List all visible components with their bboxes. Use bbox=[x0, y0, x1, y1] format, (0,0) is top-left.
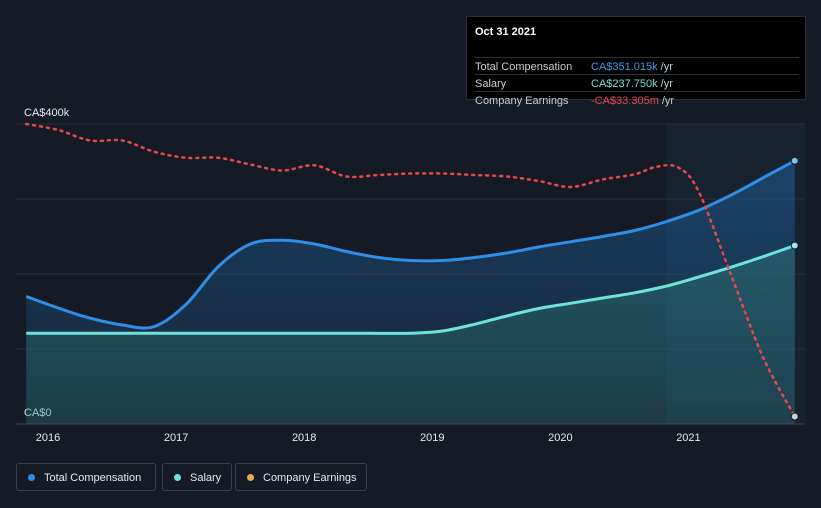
total-compensation-line bbox=[25, 159, 796, 330]
company-earnings-endpoint bbox=[790, 412, 799, 421]
x-tick-label: 2021 bbox=[676, 432, 700, 444]
legend-label: Salary bbox=[190, 472, 222, 484]
y-axis-label-max: CA$400k bbox=[24, 107, 70, 119]
tooltip-row-total-compensation: Total Compensation CA$351.015k/yr bbox=[475, 57, 799, 75]
tooltip-label: Company Earnings bbox=[475, 95, 569, 107]
legend-item-salary[interactable]: Salary bbox=[162, 463, 232, 491]
legend-item-total-compensation[interactable]: Total Compensation bbox=[16, 463, 156, 491]
salary-endpoint bbox=[790, 241, 799, 250]
tooltip-label: Salary bbox=[475, 78, 507, 90]
x-tick-label: 2017 bbox=[164, 432, 188, 444]
tooltip-date: Oct 31 2021 bbox=[475, 26, 537, 38]
tooltip-value: CA$351.015k/yr bbox=[591, 61, 673, 73]
chart-tooltip: Oct 31 2021 Total Compensation CA$351.01… bbox=[466, 16, 806, 107]
company-earnings-line bbox=[24, 122, 797, 418]
tooltip-row-salary: Salary CA$237.750k/yr bbox=[475, 74, 799, 92]
legend-dot-icon bbox=[28, 474, 35, 481]
x-tick-label: 2020 bbox=[548, 432, 572, 444]
salary-line bbox=[26, 244, 796, 335]
legend-label: Total Compensation bbox=[44, 472, 142, 484]
tooltip-label: Total Compensation bbox=[475, 61, 573, 73]
total-compensation-endpoint bbox=[790, 156, 799, 165]
x-tick-label: 2018 bbox=[292, 432, 316, 444]
x-tick-label: 2016 bbox=[36, 432, 60, 444]
tooltip-row-company-earnings: Company Earnings -CA$33.305m/yr bbox=[475, 91, 799, 107]
legend-item-company-earnings[interactable]: Company Earnings bbox=[235, 463, 367, 491]
tooltip-value: -CA$33.305m/yr bbox=[591, 95, 675, 107]
legend-dot-icon bbox=[247, 474, 254, 481]
x-tick-label: 2019 bbox=[420, 432, 444, 444]
legend-label: Company Earnings bbox=[263, 472, 357, 484]
legend-dot-icon bbox=[174, 474, 181, 481]
tooltip-value: CA$237.750k/yr bbox=[591, 78, 673, 90]
